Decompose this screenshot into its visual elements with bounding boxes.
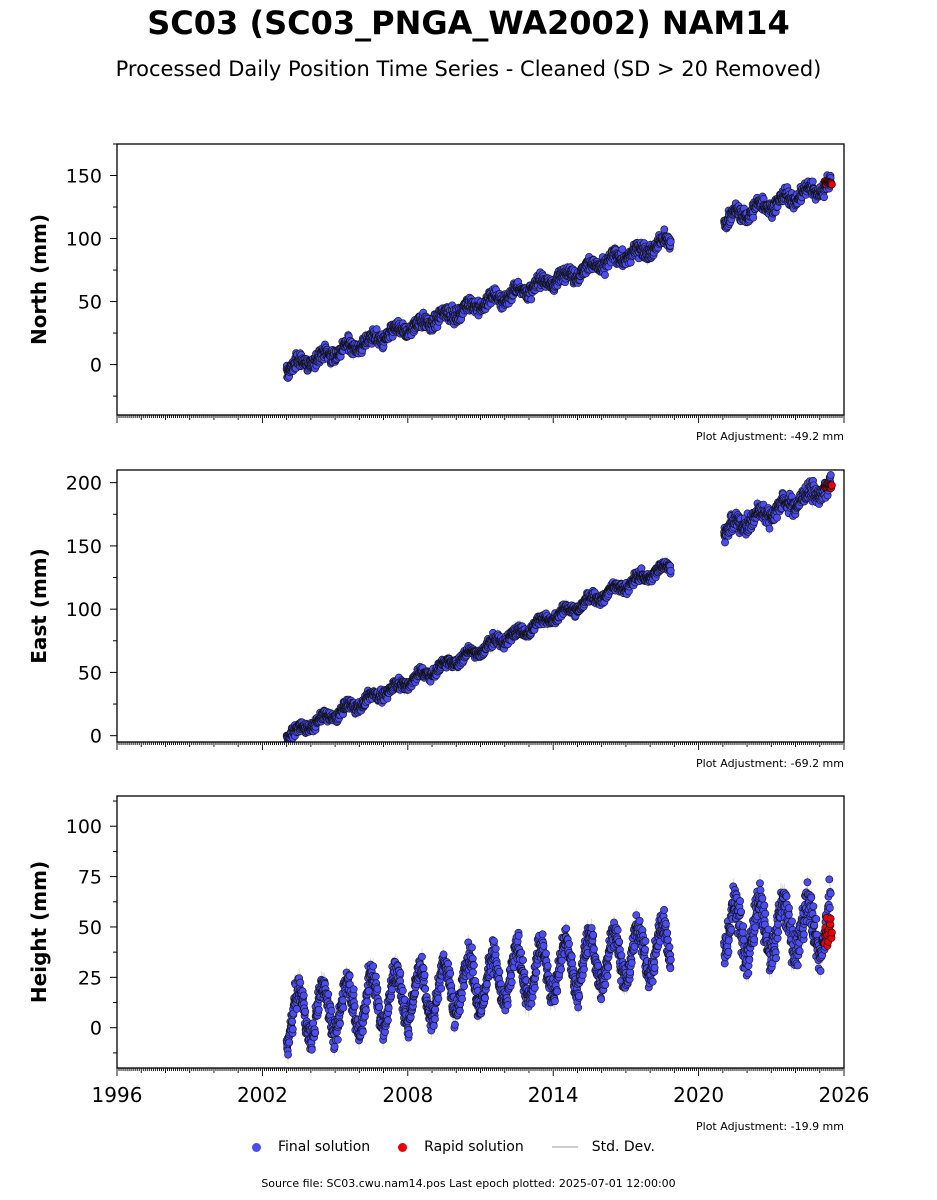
final-point: [660, 225, 669, 234]
rapid-points-north: [820, 177, 836, 189]
y-tick-label: 100: [66, 229, 102, 251]
y-tick-label: 50: [78, 292, 102, 314]
chart-title: SC03 (SC03_PNGA_WA2002) NAM14: [147, 4, 790, 42]
chart-subtitle: Processed Daily Position Time Series - C…: [115, 57, 822, 81]
final-point: [626, 258, 635, 267]
data-layer-north: [282, 171, 836, 383]
y-tick-label: 0: [90, 355, 102, 377]
plot-adjustment-note: Plot Adjustment: -49.2 mm: [696, 430, 844, 443]
final-point: [808, 177, 817, 186]
plot-frame-north: [116, 143, 845, 416]
final-point: [601, 271, 609, 279]
data-layer-east: [282, 471, 836, 742]
y-tick-label: 150: [66, 166, 102, 188]
panel-north: 0 50 100 150 North (mm) Plot Adjustment: -49.…: [27, 143, 845, 443]
final-point: [618, 245, 627, 254]
final-point: [666, 237, 675, 246]
final-points-north: [282, 171, 835, 382]
y-axis-label: North (mm): [27, 214, 51, 345]
rapid-point: [827, 180, 836, 189]
final-point: [820, 193, 828, 202]
final-point: [527, 295, 536, 304]
final-point: [749, 213, 758, 222]
